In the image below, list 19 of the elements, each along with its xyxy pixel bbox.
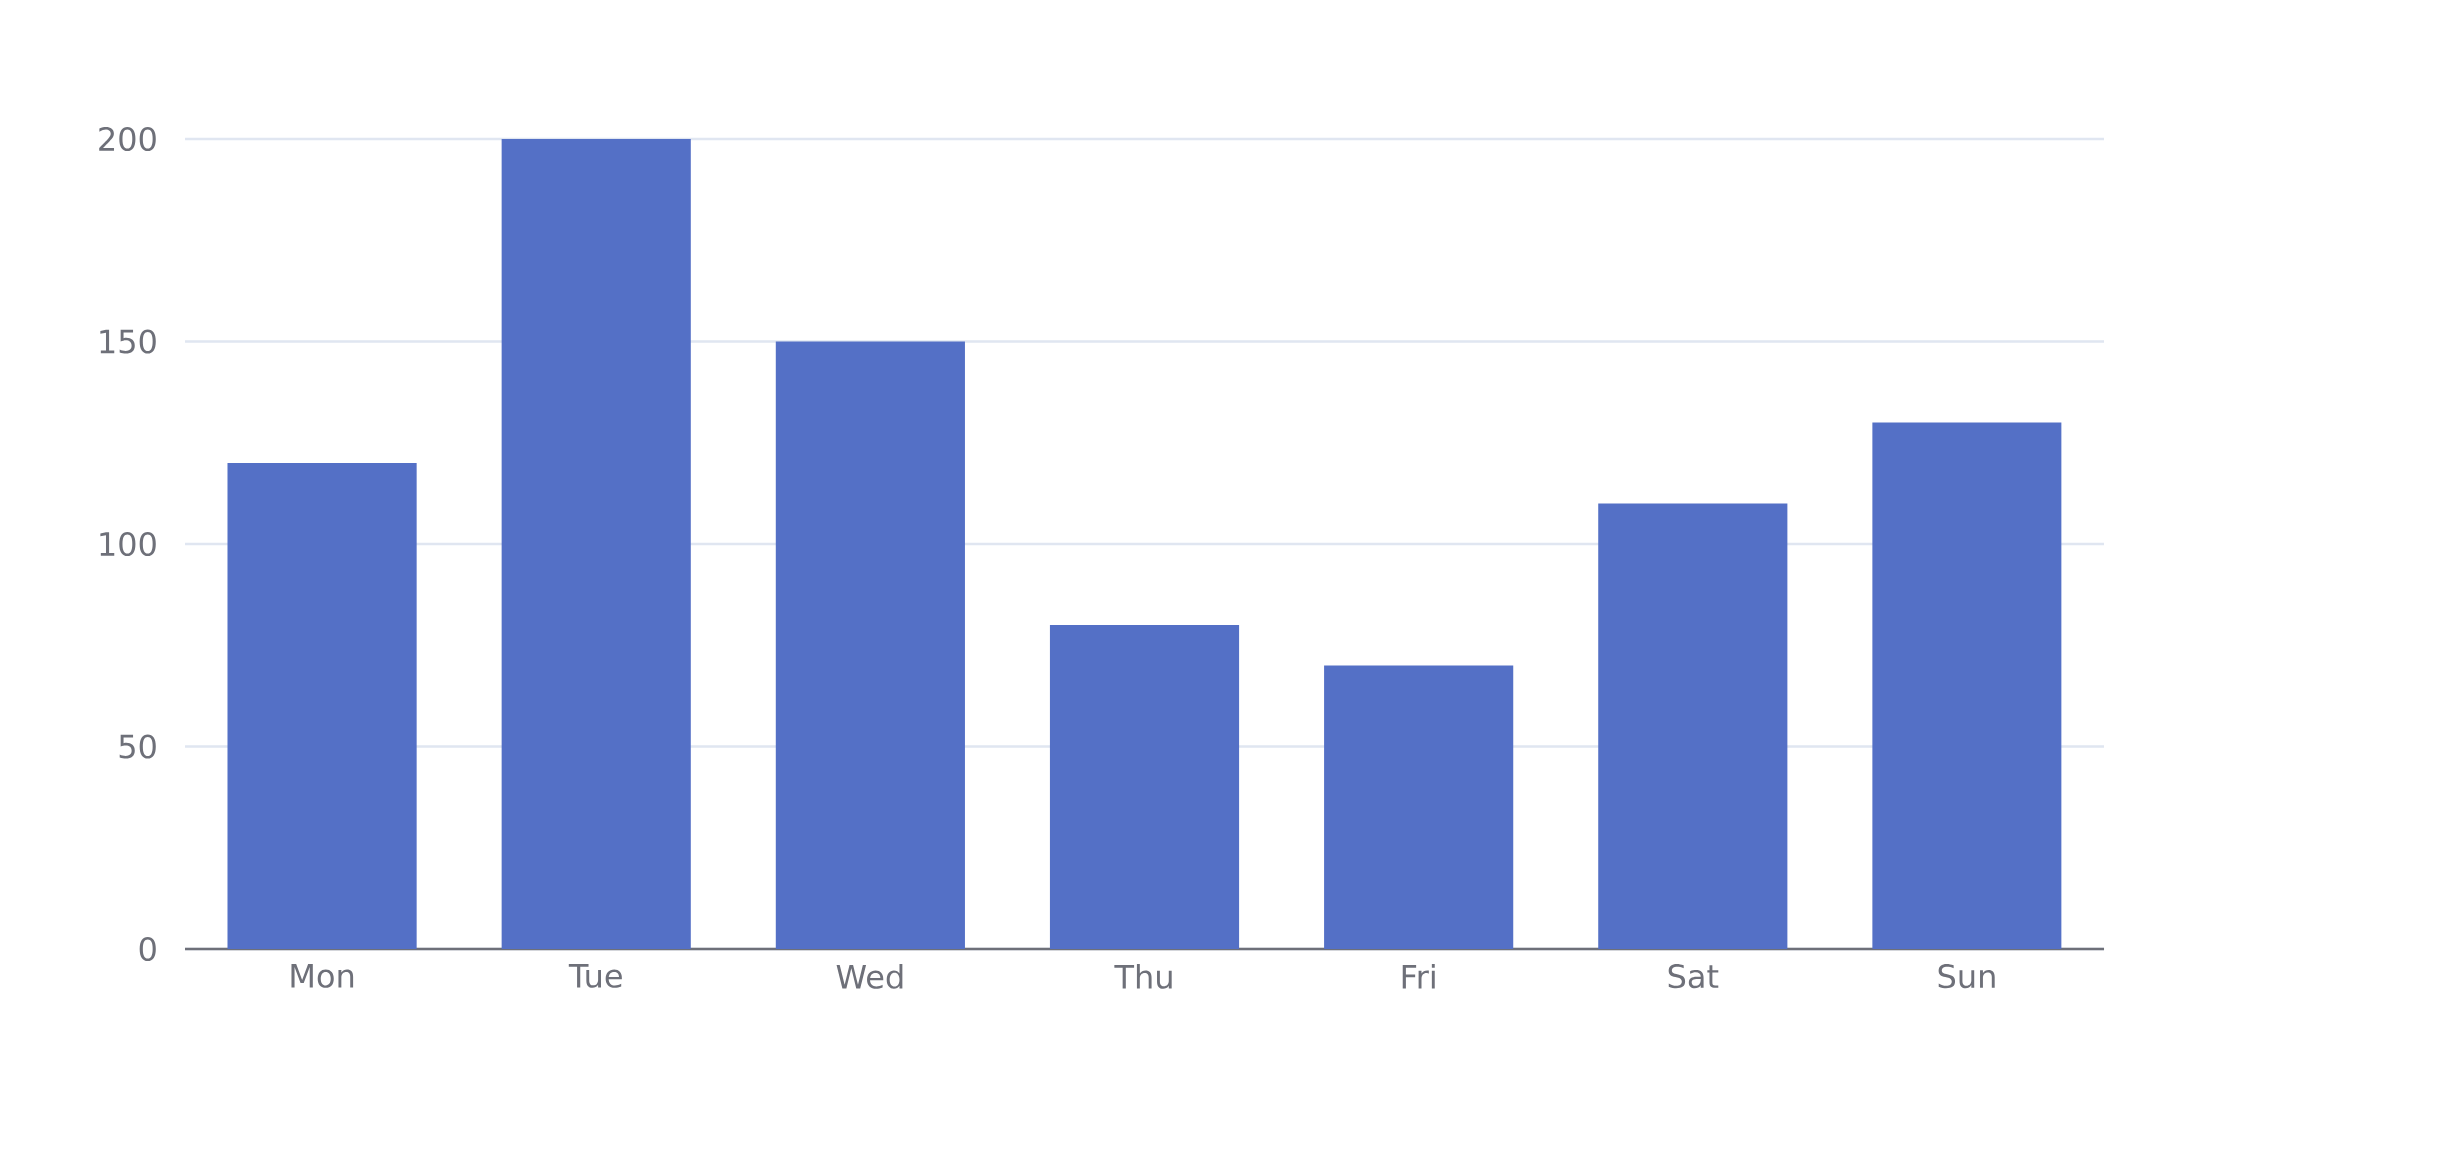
y-tick-label: 150 [100,329,156,354]
bar [227,462,417,949]
x-tick-label: Thu [1114,964,1172,989]
x-tick-label: Sun [1938,964,1995,989]
x-tick-label: Sat [1668,964,1719,989]
y-tick-label: 100 [100,531,156,557]
y-tick-label: 0 [139,936,156,962]
x-tick-label: Wed [836,964,903,989]
y-tick-label: 50 [119,734,156,759]
x-tick-label: Fri [1402,964,1435,989]
x-tick-label: Tue [568,964,622,988]
bar [501,138,691,949]
bar [1872,422,2062,949]
bar [1598,503,1788,949]
x-tick-label: Mon [291,964,354,988]
bar [1324,665,1514,949]
bar [1049,624,1240,949]
y-tick-label: 200 [99,126,156,152]
bar [775,341,965,949]
